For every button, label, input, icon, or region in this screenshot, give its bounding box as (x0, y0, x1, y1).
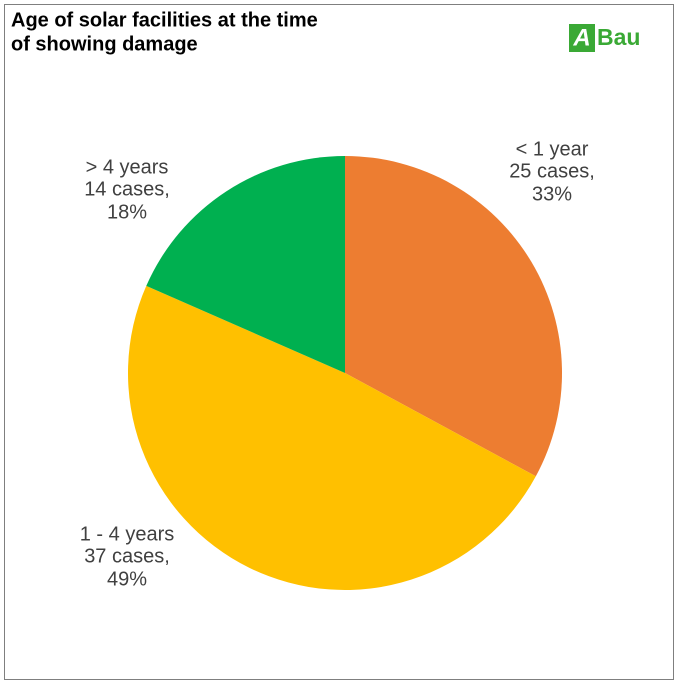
frame (4, 4, 674, 680)
pie-slice (146, 156, 345, 373)
percent-label: 49% (107, 568, 147, 590)
value-label: 25 cases, (509, 160, 595, 182)
value-label: 14 cases, (84, 178, 170, 200)
slice-label: < 1 year (516, 138, 589, 160)
chart-title: Age of solar facilities at the time (11, 9, 318, 31)
logo: A Bau (569, 24, 640, 52)
value-label: 37 cases, (84, 545, 170, 567)
chart-title: of showing damage (11, 33, 198, 55)
logo-mark: A (572, 24, 590, 51)
slice-label: 1 - 4 years (80, 523, 174, 545)
pie-slice (128, 285, 536, 590)
percent-label: 18% (107, 201, 147, 223)
slice-label: > 4 years (86, 156, 169, 178)
logo-box (569, 24, 595, 52)
pie-slice (345, 156, 563, 477)
logo-text: Bau (597, 24, 640, 50)
percent-label: 33% (532, 183, 572, 205)
